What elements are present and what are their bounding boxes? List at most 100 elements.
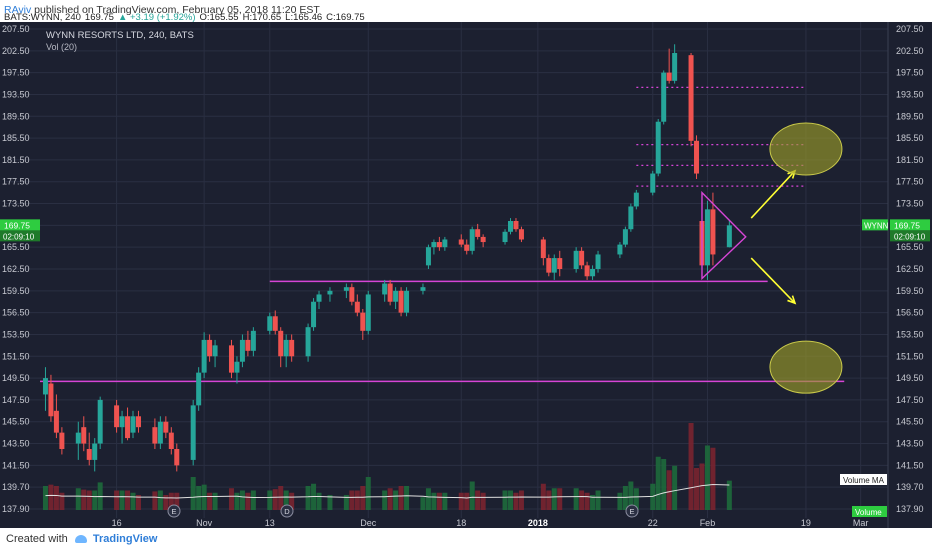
candle-body [579,250,585,266]
volume-ma-badge [840,474,887,485]
volume-bar [404,486,410,510]
volume-bar [699,463,705,510]
volume-bar [672,465,678,510]
candle-body [201,339,207,373]
y-tick-label-left: 162.50 [2,264,30,274]
event-marker-icon [167,504,181,518]
candle-body [502,231,508,243]
candle-body [726,225,732,248]
volume-bar [168,492,174,510]
volume-bar [557,488,563,510]
close-value: C:169.75 [326,12,365,23]
candle-body [480,236,486,243]
candle-body [343,287,349,291]
volume-bar [267,490,273,510]
candle-body [354,301,360,313]
candle-body [666,72,672,81]
volume-bar [398,486,404,510]
volume-bar [174,492,180,510]
chart-svg[interactable]: 207.50 207.50 202.50 202.50 197.50 197.50 193.… [0,22,932,530]
y-tick-label-left: 207.50 [2,24,30,34]
y-tick-label-left: 193.50 [2,89,30,99]
candle-body [360,312,366,331]
volume-bar [278,486,284,510]
volume-bar [152,491,158,510]
candle-body [86,449,92,460]
candle-body [475,229,481,237]
y-tick-label-left: 139.70 [2,482,30,492]
x-tick-label: Mar [853,518,869,528]
y-tick-label-right: 143.50 [896,439,924,449]
volume-bar [694,468,700,510]
y-tick-label-left: 149.50 [2,373,30,383]
y-tick-label-left: 145.50 [2,417,30,427]
candle-body [661,72,667,122]
volume-bar [442,492,448,510]
low-value: L:165.46 [285,12,323,23]
volume-bar [387,488,393,510]
y-tick-label-left: 202.50 [2,46,30,56]
candle-body [425,247,431,266]
candle-body [48,383,54,417]
candle-body [508,221,514,232]
countdown-badge-left-text: 02:09:10 [3,232,35,241]
y-tick-label-right: 139.70 [896,482,924,492]
candle-body [710,209,716,255]
volume-bar [283,490,289,510]
candle-body [365,294,371,331]
chart-area[interactable]: 207.50 207.50 202.50 202.50 197.50 197.50 193.… [0,22,932,530]
volume-bar [59,492,65,510]
volume-bar [354,490,360,510]
y-tick-label-left: 159.50 [2,286,30,296]
x-tick-label: 13 [265,518,275,528]
y-tick-label-right: 151.50 [896,351,924,361]
candle-body [431,242,437,248]
volume-bar [508,490,514,510]
volume-bar [551,488,557,510]
y-tick-label-right: 137.90 [896,504,924,514]
y-tick-label-left: 165.50 [2,242,30,252]
change-value: ▲ +3.19 (+1.92%) [117,12,196,23]
candle-body [135,416,141,428]
candle-body [311,301,317,328]
volume-bar [125,490,131,510]
target-ellipse-upper-target [769,122,843,176]
volume-bar [579,490,585,510]
y-tick-label-left: 173.50 [2,199,30,209]
volume-bar [92,490,98,510]
author-link[interactable]: RAviv [4,4,32,16]
candle-body [633,192,639,207]
y-tick-label-right: 202.50 [896,46,924,56]
candle-body [75,432,81,444]
volume-bar [201,484,207,510]
y-tick-label-right: 165.50 [896,242,924,252]
triangle-pattern [701,190,747,281]
candle-body [239,339,245,362]
candle-body [305,327,311,357]
volume-bar [349,490,355,510]
y-tick-label-right: 207.50 [896,24,924,34]
event-marker-icon [280,504,294,518]
volume-bar [518,490,524,510]
x-tick-label: 19 [801,518,811,528]
volume-bar [704,445,710,510]
volume-bar [250,490,256,510]
volume-bar [365,477,371,510]
tradingview-brand[interactable]: TradingView [92,533,158,545]
candle-body [190,405,196,460]
footer: Created with TradingView [0,528,932,550]
candle-body [81,427,87,444]
candle-body [349,287,355,302]
volume-bar [157,490,163,510]
volume-bar [81,489,87,510]
candle-body [513,221,519,230]
candle-body [130,416,136,433]
x-tick-label: Dec [360,518,377,528]
candle-body [464,244,470,251]
y-tick-label-right: 141.50 [896,460,924,470]
candle-body [125,416,131,439]
y-tick-label-right: 162.50 [896,264,924,274]
last-price-badge [890,219,930,231]
volume-bar [661,459,667,510]
y-tick-label-right: 189.50 [896,111,924,121]
